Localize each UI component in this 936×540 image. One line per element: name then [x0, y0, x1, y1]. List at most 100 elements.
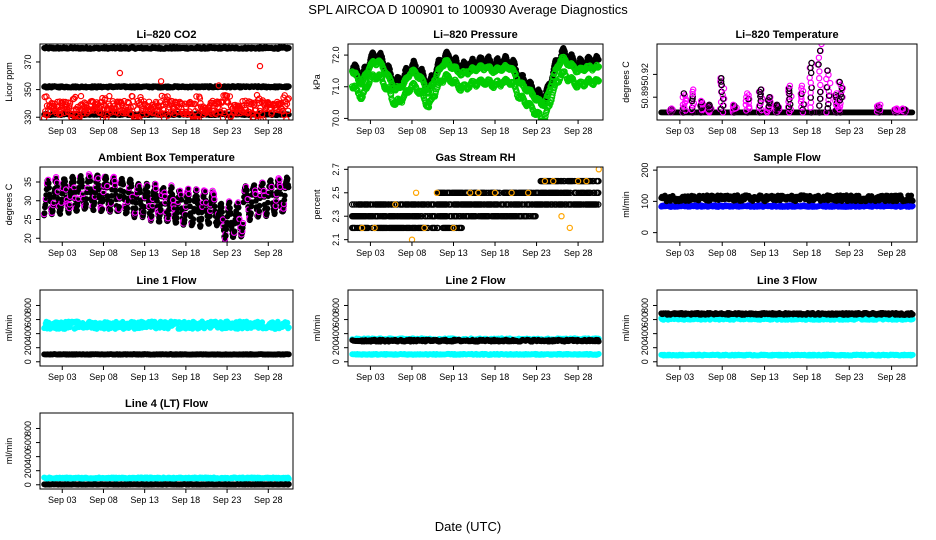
- series-ambient-point: [46, 184, 52, 191]
- series-spike-core-point: [816, 102, 823, 109]
- y-axis-label: Licor ppm: [4, 62, 14, 102]
- series-level-2.5-point: [481, 189, 488, 196]
- x-tick-label: Sep 18: [172, 248, 201, 258]
- series-level-2.6-point: [558, 177, 565, 185]
- series-level-2.4-point: [421, 201, 429, 208]
- series-ambient-point: [141, 203, 148, 210]
- series-sample-point: [284, 107, 292, 115]
- x-axis-label: Date (UTC): [435, 519, 501, 534]
- x-tick-label: Sep 03: [48, 126, 77, 136]
- series-ambient-highlight-point: [211, 195, 218, 203]
- series-sample-point: [285, 95, 292, 102]
- series-orange-point: [433, 189, 441, 196]
- series-ambient-point: [236, 211, 242, 218]
- series-group: [349, 167, 602, 242]
- series-spike-core-point: [757, 86, 765, 93]
- series-ambient-point: [231, 228, 238, 235]
- series-ambient-highlight-point: [161, 192, 169, 200]
- series-spike-core-point: [816, 109, 823, 116]
- series-spikes-point: [798, 82, 806, 90]
- series-sample-outliers-point: [256, 62, 264, 70]
- series-sample-point: [103, 114, 110, 120]
- series-level-2.2-point: [431, 224, 439, 232]
- series-spike-core-point: [689, 93, 696, 100]
- series-ambient-point: [252, 197, 259, 204]
- series-sample-point: [106, 92, 113, 100]
- series-level-2.4-point: [559, 201, 566, 208]
- series-ambient-point: [148, 212, 155, 219]
- series-sample-outliers-point: [215, 82, 222, 89]
- series-ambient-point: [256, 202, 263, 209]
- series-ambient-point: [206, 219, 213, 226]
- x-tick-label: Sep 08: [708, 126, 737, 136]
- series-ambient-highlight-point: [103, 182, 111, 190]
- series-level-2.3-point: [523, 212, 530, 220]
- series-green-upper-point: [551, 69, 559, 76]
- series-sample-point: [75, 107, 82, 115]
- series-ambient-point: [144, 183, 151, 190]
- series-sample-point: [127, 110, 135, 117]
- series-spikes-point: [899, 105, 906, 112]
- series-spike-core-point: [720, 95, 727, 102]
- series-ambient-highlight-point: [185, 190, 192, 198]
- series-sample-point: [260, 115, 267, 120]
- y-tick-label: 50.92: [640, 63, 650, 86]
- series-spike-core-point: [766, 93, 773, 101]
- series-level-2.5-point: [464, 189, 471, 196]
- series-level-2.6-point: [595, 177, 602, 185]
- series-ambient-point: [79, 183, 86, 190]
- series-black-point: [595, 56, 602, 63]
- series-ambient-point: [197, 222, 204, 229]
- series-spike-core-point: [773, 101, 781, 109]
- panel-title: Gas Stream RH: [435, 152, 515, 164]
- series-ambient-highlight-point: [239, 219, 247, 227]
- y-axis-label: percent: [312, 189, 322, 220]
- series-orange-point: [450, 224, 457, 232]
- series-ambient-point: [222, 232, 229, 239]
- series-spikes-point: [697, 97, 705, 105]
- series-baseline-point: [909, 109, 916, 116]
- series-ambient-highlight-point: [244, 195, 251, 203]
- series-sample-outliers-point: [157, 78, 165, 85]
- y-tick-label: 71.0: [331, 78, 341, 96]
- y-axis-label: degrees C: [4, 183, 14, 225]
- x-tick-label: Sep 28: [877, 126, 906, 136]
- series-level-2.6-point: [587, 177, 594, 185]
- figure-title: SPL AIRCOA D 100901 to 100930 Average Di…: [308, 2, 628, 17]
- series-spike-core-point: [825, 92, 833, 99]
- x-tick-label: Sep 28: [254, 126, 283, 136]
- series-reference-mid-point: [285, 83, 292, 90]
- x-tick-label: Sep 03: [666, 126, 695, 136]
- series-ambient-highlight-point: [201, 187, 209, 195]
- series-ambient-point: [226, 199, 233, 206]
- series-sample-point: [133, 106, 141, 113]
- series-spikes-point: [668, 105, 675, 112]
- series-orange-point: [408, 236, 416, 242]
- x-tick-label: Sep 13: [130, 248, 159, 258]
- series-sample-point: [195, 116, 202, 120]
- series-ambient-point: [284, 175, 291, 182]
- series-ambient-highlight-point: [62, 186, 70, 193]
- series-ambient-point: [137, 189, 143, 196]
- series-level-2.5-point: [587, 189, 594, 196]
- series-ambient-point: [70, 179, 77, 186]
- series-ambient-highlight-point: [219, 216, 227, 223]
- series-ambient-point: [168, 184, 175, 191]
- series-ambient-point: [219, 209, 225, 215]
- series-sample-point: [99, 115, 107, 120]
- series-spikes-point: [816, 74, 823, 82]
- series-sample-point: [178, 100, 186, 107]
- series-level-2.4-point: [593, 201, 600, 208]
- series-green-lower-point: [541, 117, 548, 120]
- plot-frame: [39, 166, 294, 243]
- series-spike-core-point: [786, 85, 793, 92]
- y-tick-label: 70.0: [331, 110, 341, 128]
- series-ambient-point: [96, 186, 102, 193]
- series-sample-point: [72, 93, 79, 101]
- series-ambient-point: [248, 210, 254, 217]
- series-spikes-point: [798, 93, 805, 100]
